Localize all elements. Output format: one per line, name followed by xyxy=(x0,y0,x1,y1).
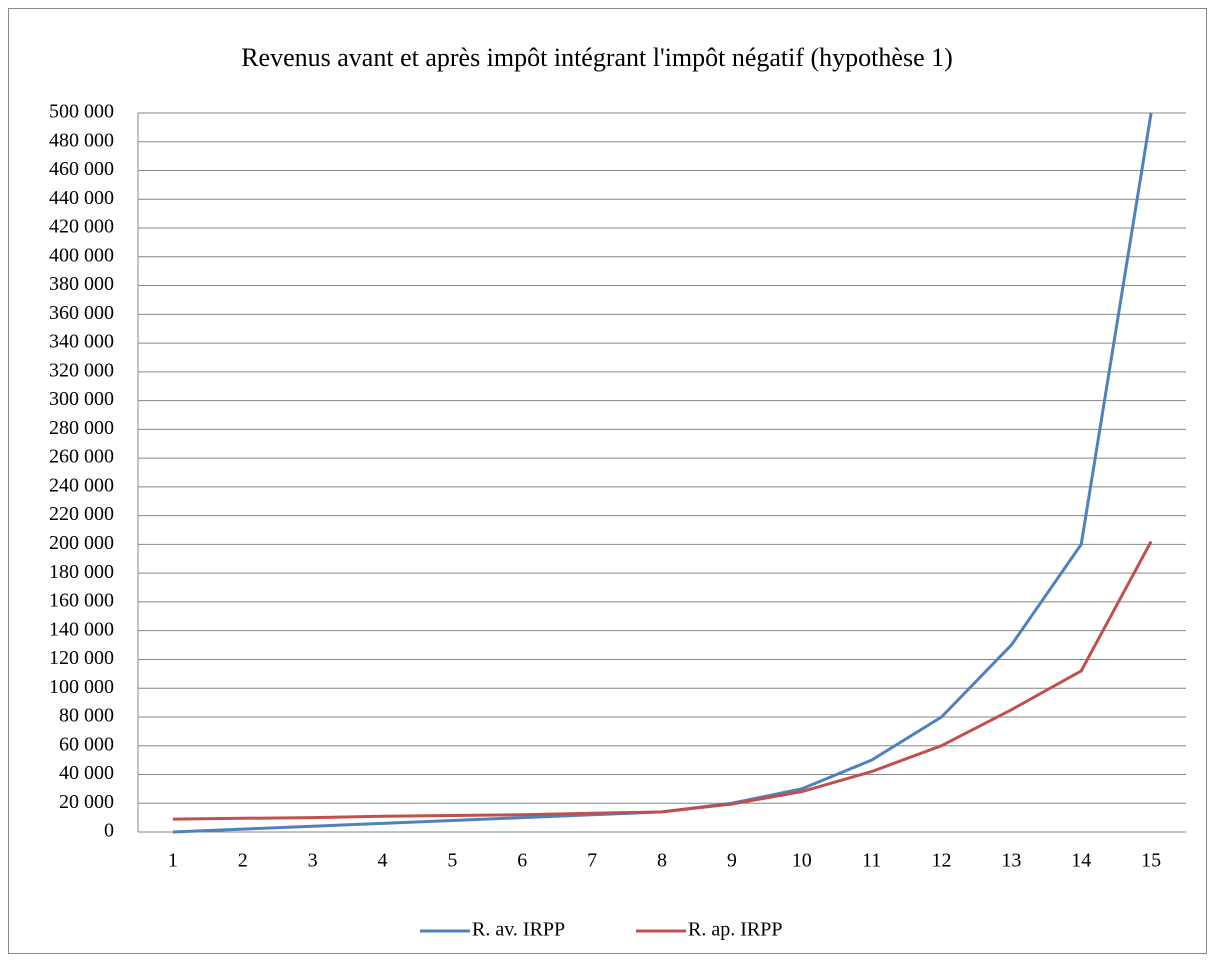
y-tick-label: 0 xyxy=(104,820,114,842)
y-tick-label: 440 000 xyxy=(49,187,114,209)
y-tick-label: 120 000 xyxy=(49,647,114,669)
series-line xyxy=(172,540,1153,821)
y-tick-label: 320 000 xyxy=(49,359,114,381)
y-tick-label: 420 000 xyxy=(49,216,114,238)
y-tick-label: 360 000 xyxy=(49,302,114,324)
y-tick-label: 480 000 xyxy=(49,129,114,151)
x-tick-label: 14 xyxy=(1071,850,1091,872)
y-tick-label: 220 000 xyxy=(49,503,114,525)
y-tick-label: 380 000 xyxy=(49,273,114,295)
x-tick-label: 5 xyxy=(447,850,457,872)
chart-border xyxy=(8,8,1207,954)
x-tick-label: 3 xyxy=(308,850,318,872)
legend-label: R. ap. IRPP xyxy=(688,919,782,941)
x-tick-label: 11 xyxy=(862,850,881,872)
y-tick-label: 40 000 xyxy=(59,762,114,784)
y-tick-label: 280 000 xyxy=(49,417,114,439)
y-tick-label: 180 000 xyxy=(49,561,114,583)
y-tick-label: 160 000 xyxy=(49,590,114,612)
x-tick-label: 7 xyxy=(587,850,597,872)
y-tick-label: 340 000 xyxy=(49,331,114,353)
y-tick-label: 20 000 xyxy=(59,791,114,813)
x-tick-label: 9 xyxy=(727,850,737,872)
y-tick-label: 80 000 xyxy=(59,705,114,727)
x-tick-label: 13 xyxy=(1001,850,1021,872)
y-tick-label: 500 000 xyxy=(49,101,114,123)
y-tick-label: 240 000 xyxy=(49,474,114,496)
legend-label: R. av. IRPP xyxy=(472,919,565,941)
x-tick-label: 8 xyxy=(657,850,667,872)
x-tick-label: 4 xyxy=(378,850,388,872)
y-tick-label: 100 000 xyxy=(49,676,114,698)
y-tick-label: 140 000 xyxy=(49,618,114,640)
y-tick-label: 260 000 xyxy=(49,446,114,468)
x-tick-label: 15 xyxy=(1141,850,1161,872)
x-tick-label: 2 xyxy=(238,850,248,872)
x-tick-label: 6 xyxy=(517,850,527,872)
y-tick-label: 400 000 xyxy=(49,244,114,266)
x-tick-label: 10 xyxy=(792,850,812,872)
y-tick-label: 60 000 xyxy=(59,733,114,755)
y-tick-label: 200 000 xyxy=(49,532,114,554)
chart-title: Revenus avant et après impôt intégrant l… xyxy=(241,43,953,72)
y-tick-label: 460 000 xyxy=(49,158,114,180)
x-tick-label: 1 xyxy=(168,850,178,872)
y-tick-label: 300 000 xyxy=(49,388,114,410)
x-tick-label: 12 xyxy=(931,850,951,872)
